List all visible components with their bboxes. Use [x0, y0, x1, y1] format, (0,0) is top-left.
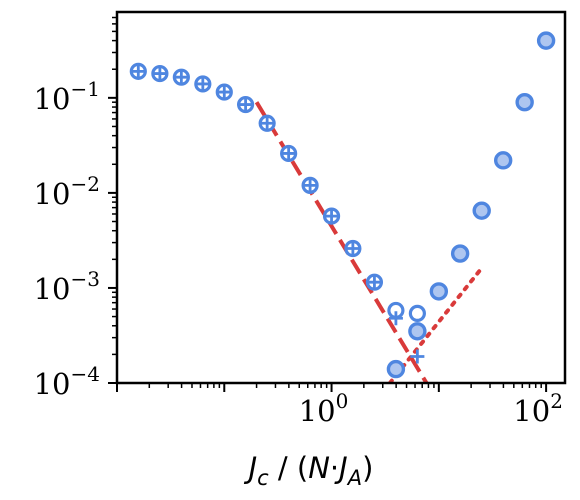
- fit-line-dotted: [387, 264, 486, 383]
- y-tick-label: 10−1: [34, 77, 100, 116]
- fit-line-dashed: [254, 101, 429, 383]
- y-tick-label: 10−2: [34, 172, 100, 211]
- filled-circle-marker: [386, 359, 406, 379]
- open-circle-marker: [408, 304, 426, 322]
- plus-marker: [324, 209, 339, 224]
- plus-marker: [238, 97, 253, 112]
- x-tick-label: 100: [299, 389, 349, 428]
- y-tick-label: 10−4: [34, 362, 100, 401]
- filled-circle-marker: [429, 282, 449, 301]
- plus-marker: [345, 241, 360, 256]
- fit-lines: [254, 101, 486, 383]
- plus-marker: [367, 275, 382, 290]
- plus-marker: [217, 85, 232, 100]
- filled-circle-marker: [450, 244, 470, 263]
- plus-marker: [174, 70, 189, 85]
- axis-labels: 100 102 10−1 10−2 10−3 10−4 Jc / (N·JA): [34, 77, 563, 490]
- filled-circle-marker: [515, 92, 534, 112]
- axes-frame: [115, 10, 567, 385]
- filled-circle-marker: [472, 201, 491, 220]
- plus-marker: [281, 146, 296, 161]
- filled-circle-marker: [536, 31, 556, 50]
- plus-marker: [195, 76, 210, 91]
- x-tick-label: 102: [513, 389, 563, 428]
- plus-marker: [152, 66, 167, 81]
- plus-marker: [131, 64, 146, 79]
- filled-circle-marker: [493, 151, 513, 170]
- filled-circle-marker: [408, 322, 427, 341]
- data-markers: [129, 31, 556, 379]
- x-axis-label: Jc / (N·JA): [244, 451, 374, 490]
- plus-marker: [260, 116, 275, 131]
- plus-marker: [388, 311, 403, 326]
- y-tick-label: 10−3: [34, 267, 100, 306]
- plus-marker: [303, 178, 318, 193]
- axes: [108, 10, 567, 392]
- plus-marker: [410, 349, 425, 364]
